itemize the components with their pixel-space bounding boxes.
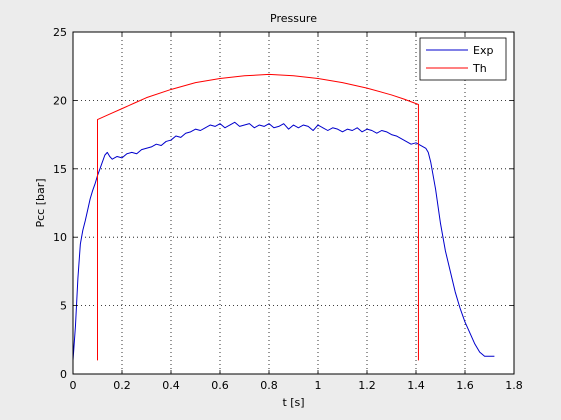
y-tick-label: 15 <box>53 163 67 176</box>
legend: Exp Th <box>419 37 507 81</box>
series-layer <box>72 73 495 361</box>
x-tick-label: 1.4 <box>407 379 425 392</box>
grid <box>73 32 514 374</box>
series-line-exp <box>72 121 495 361</box>
y-tick-label: 5 <box>60 300 67 313</box>
x-tick-label: 0.2 <box>113 379 131 392</box>
y-tick-label: 0 <box>60 368 67 381</box>
legend-label-th: Th <box>472 62 487 75</box>
x-tick-label: 1.8 <box>505 379 523 392</box>
plot-area <box>73 32 514 374</box>
x-tick-label: 1.2 <box>358 379 376 392</box>
x-tick-label: 0.6 <box>211 379 229 392</box>
x-tick-label: 0.8 <box>260 379 278 392</box>
y-axis-label: Pcc [bar] <box>34 178 47 227</box>
legend-label-exp: Exp <box>473 44 493 57</box>
y-tick-label: 10 <box>53 231 67 244</box>
y-tick-label: 25 <box>53 26 67 39</box>
legend-box <box>419 37 507 81</box>
ticks: 0 0.2 0.4 0.6 0.8 1 1.2 1.4 1.6 1.8 0 5 10 15 20 25 <box>53 26 523 392</box>
x-axis-label: t [s] <box>282 396 304 409</box>
y-tick-label: 20 <box>53 94 67 107</box>
x-tick-label: 0 <box>70 379 77 392</box>
axes-box <box>72 31 515 375</box>
x-tick-label: 1.6 <box>456 379 474 392</box>
chart-title: Pressure <box>270 12 317 25</box>
x-tick-label: 1 <box>315 379 322 392</box>
x-tick-label: 0.4 <box>162 379 180 392</box>
series-line-th <box>97 73 419 361</box>
